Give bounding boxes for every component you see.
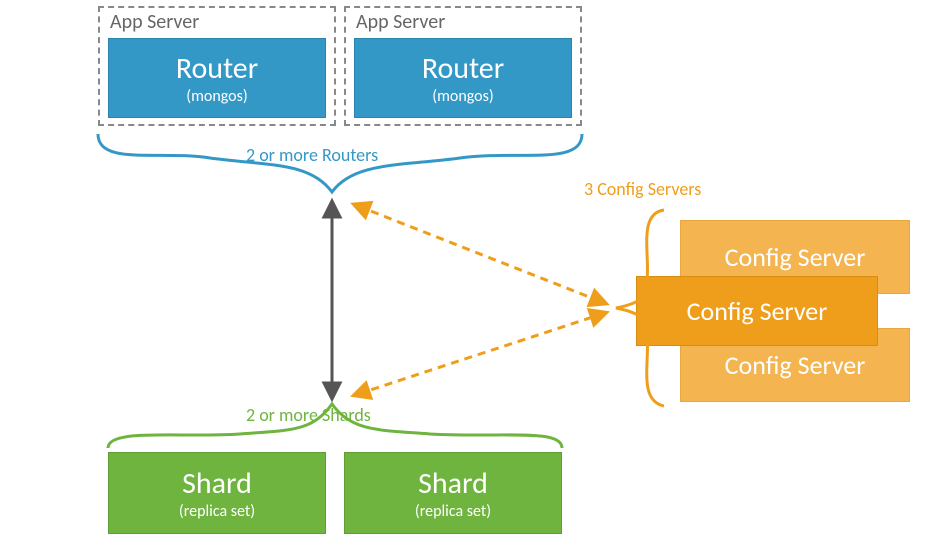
arrow-router-config <box>358 206 602 302</box>
brace-config <box>616 210 664 406</box>
overlay-svg <box>0 0 942 549</box>
arrow-shard-config <box>358 314 602 394</box>
brace-routers <box>98 134 582 192</box>
brace-shards <box>108 404 562 448</box>
